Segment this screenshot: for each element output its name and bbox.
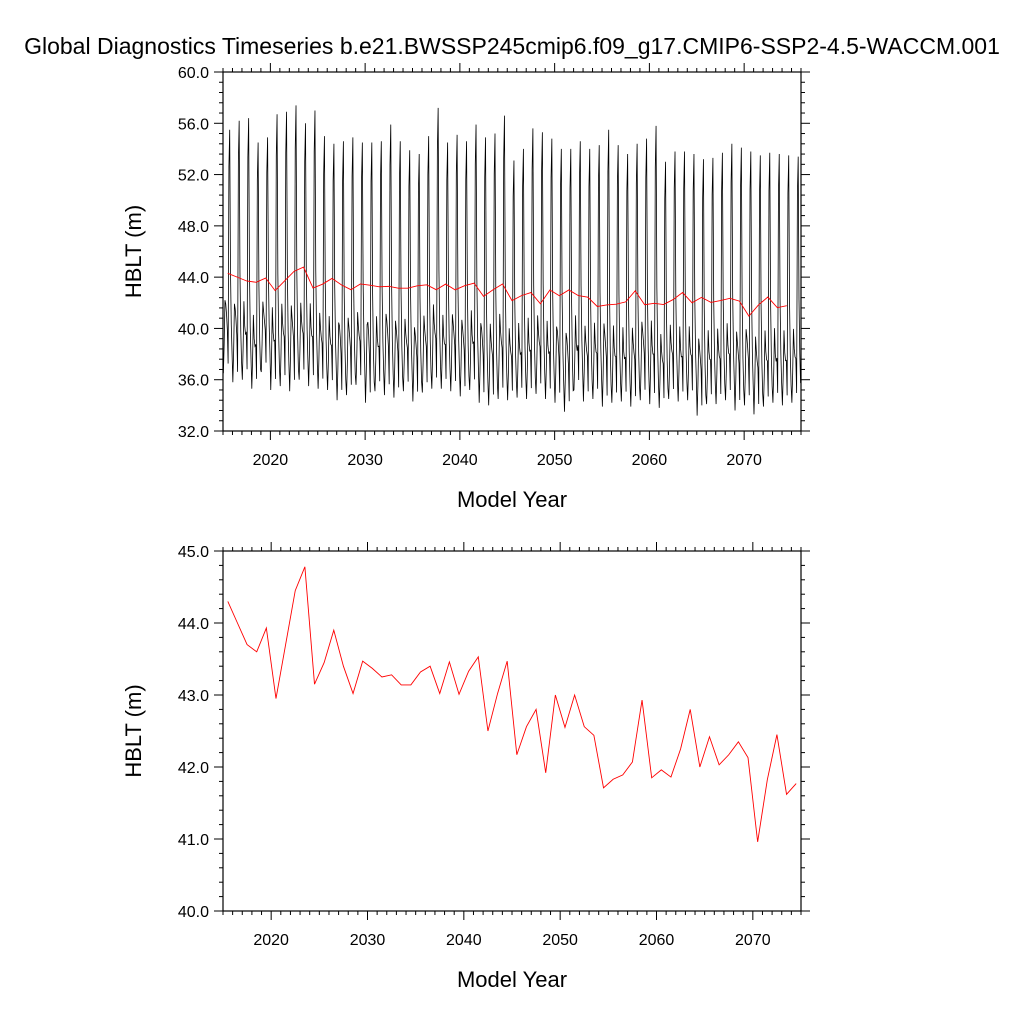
bottom-x-tick-label: 2020 [253, 932, 289, 949]
top-x-tick-label: 2070 [726, 452, 762, 469]
top-series-monthly-line [223, 105, 801, 416]
bottom-x-tick-label: 2040 [446, 932, 482, 949]
top-y-tick-label: 48.0 [178, 219, 209, 236]
top-y-tick-label: 36.0 [178, 373, 209, 390]
top-y-tick-label: 44.0 [178, 270, 209, 287]
top-series-annual-line [227, 266, 787, 317]
top-x-tick-label: 2050 [537, 452, 573, 469]
bottom-y-tick-label: 44.0 [178, 616, 209, 633]
top-x-tick-label: 2020 [253, 452, 289, 469]
bottom-y-tick-label: 43.0 [178, 688, 209, 705]
bottom-x-tick-label: 2060 [639, 932, 675, 949]
top-y-tick-label: 32.0 [178, 424, 209, 441]
top-y-axis-title: HBLT (m) [121, 205, 146, 298]
top-y-tick-label: 56.0 [178, 116, 209, 133]
bottom-y-tick-label: 42.0 [178, 760, 209, 777]
bottom-x-tick-label: 2070 [735, 932, 771, 949]
bottom-y-tick-label: 45.0 [178, 544, 209, 561]
bottom-y-tick-label: 40.0 [178, 904, 209, 921]
top-x-axis-title: Model Year [457, 487, 567, 512]
bottom-x-tick-label: 2030 [350, 932, 386, 949]
chart-title: Global Diagnostics Timeseries b.e21.BWSS… [24, 33, 1000, 59]
bottom-series-annual-line [227, 566, 797, 842]
top-x-tick-label: 2040 [442, 452, 478, 469]
bottom-x-tick-label: 2050 [542, 932, 578, 949]
top-panel: 2020 2030 2040 2050 2060 2070 32.0 36.0 40.0 44.0… [121, 63, 810, 512]
top-plot-frame [222, 71, 802, 432]
top-y-tick-label: 40.0 [178, 321, 209, 338]
bottom-plot-frame [222, 550, 802, 912]
top-x-tick-label: 2030 [347, 452, 383, 469]
bottom-y-axis-title: HBLT (m) [121, 684, 146, 777]
bottom-panel: 2020 2030 2040 2050 2060 2070 40.0 41.0 42.0 43.0… [121, 542, 810, 992]
top-x-tick-label: 2060 [632, 452, 668, 469]
bottom-y-tick-label: 41.0 [178, 832, 209, 849]
top-y-tick-label: 52.0 [178, 168, 209, 185]
bottom-x-axis-title: Model Year [457, 967, 567, 992]
top-y-tick-label: 60.0 [178, 65, 209, 82]
